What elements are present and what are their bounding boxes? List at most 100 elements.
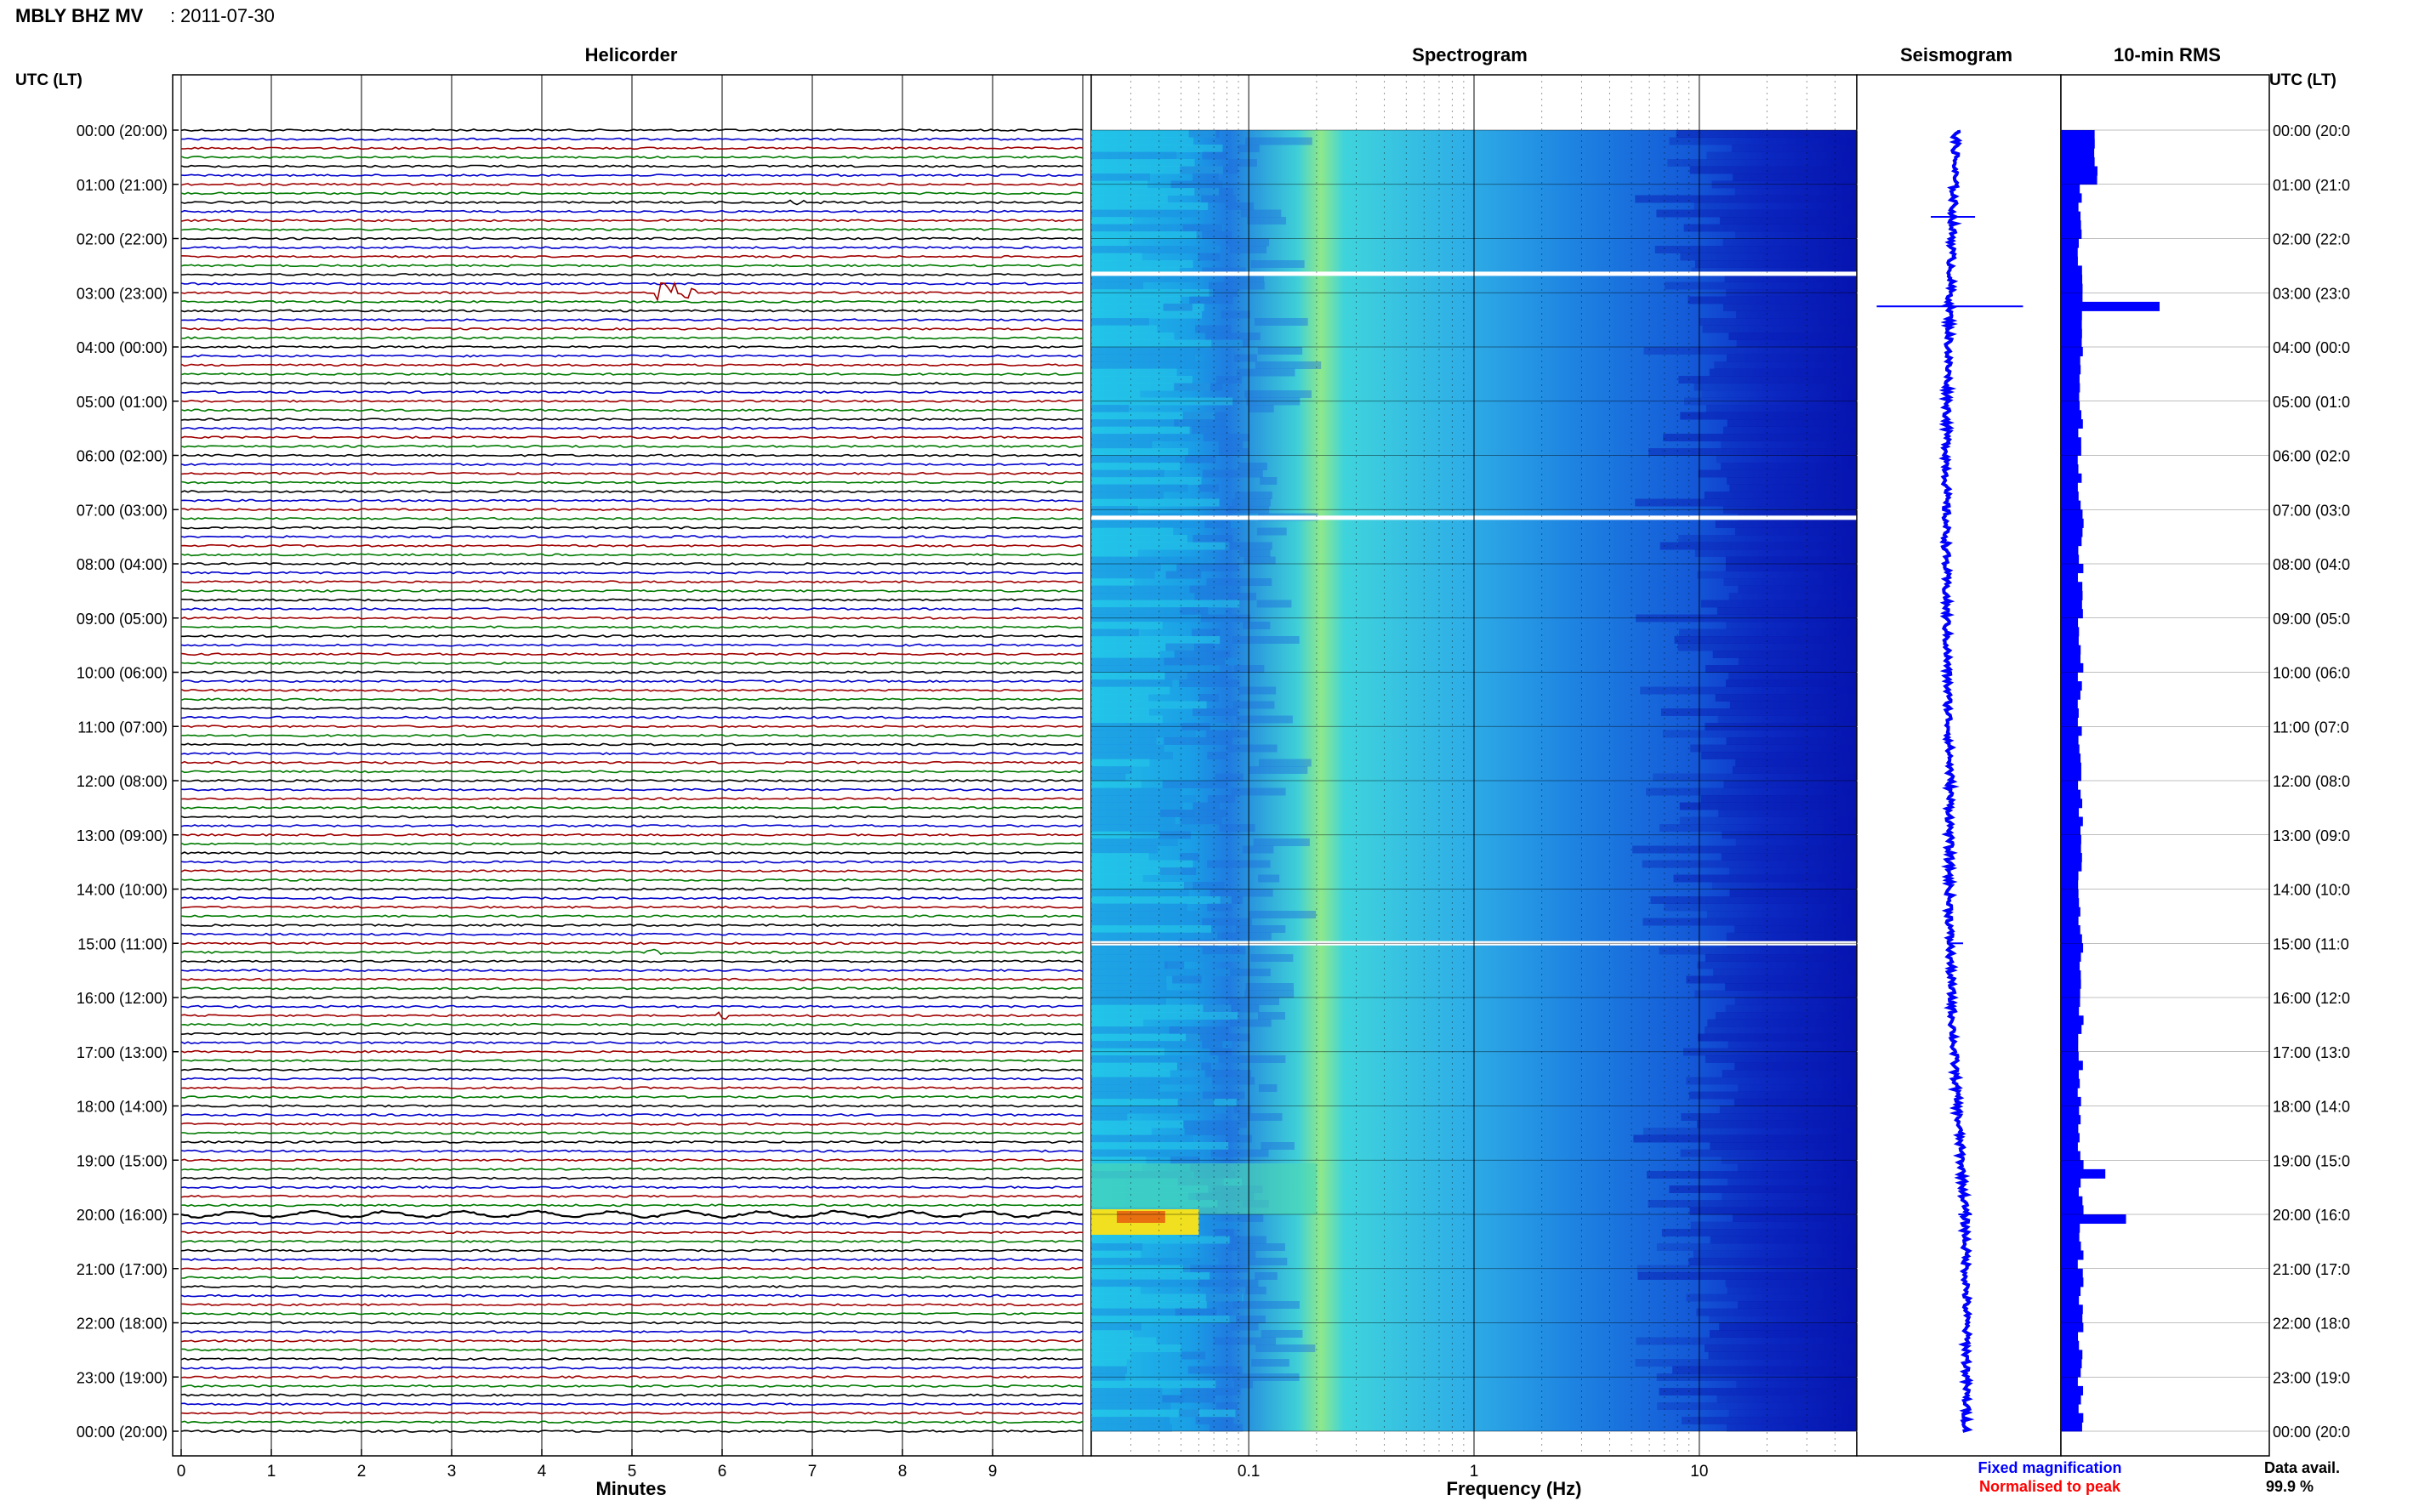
helicorder-trace (180, 707, 1084, 710)
time-label-left: 10:00 (06:00) (77, 665, 168, 682)
rms-bar (2061, 1259, 2078, 1270)
rms-bar (2061, 401, 2080, 411)
spectrogram-event-halo (1091, 1163, 1317, 1214)
spectrogram-band (1248, 405, 1274, 412)
spectrogram-band (1727, 1287, 1857, 1294)
spectrogram-band (1244, 390, 1312, 398)
helicorder-tick-label: 6 (718, 1463, 727, 1481)
rms-bar (2061, 609, 2083, 619)
spectrogram-band (1710, 1142, 1857, 1150)
rms-bar (2061, 338, 2082, 348)
helicorder-trace (180, 372, 1084, 376)
spectrogram-band (1648, 1200, 1857, 1208)
helicorder-tick-label: 5 (628, 1463, 637, 1481)
spectrogram-band (1091, 1026, 1180, 1034)
spectrogram-band (1091, 810, 1195, 817)
time-label-right: 12:00 (08:0 (2273, 773, 2350, 790)
spectrogram-band (1221, 310, 1250, 319)
spectrogram-band (1091, 477, 1202, 485)
rms-bar (2061, 799, 2083, 809)
spectrogram-band (1091, 1062, 1202, 1071)
spectrogram-band (1689, 1207, 1857, 1215)
spectrogram-band (1091, 498, 1220, 507)
spectrogram-band (1091, 665, 1220, 673)
spectrogram-band (1091, 657, 1239, 666)
time-label-right: 03:00 (23:0 (2273, 285, 2350, 302)
helicorder-trace (180, 588, 1084, 593)
spectrogram-band (1198, 694, 1219, 702)
spectrogram-band (1738, 1084, 1857, 1092)
time-label-left: 22:00 (18:00) (77, 1316, 168, 1333)
rms-bar (2061, 211, 2081, 221)
rms-bar (2061, 328, 2082, 338)
spectrogram-band (1237, 1250, 1256, 1259)
helicorder-trace (180, 770, 1084, 774)
spectrogram-band (1255, 361, 1322, 369)
rms-bar (2061, 383, 2080, 393)
rms-bar (2061, 699, 2078, 709)
spectrogram-band (1091, 1134, 1193, 1143)
helicorder-trace (180, 733, 1084, 737)
spectrogram-band (1640, 686, 1857, 695)
spectrogram-band (1729, 484, 1857, 492)
spectrogram-band (1091, 1113, 1128, 1121)
spectrogram-band (1091, 209, 1199, 218)
spectrogram-band (1700, 795, 1857, 803)
spectrogram-band (1718, 810, 1857, 817)
spectrogram-band (1678, 628, 1857, 637)
spectrogram-band (1091, 672, 1187, 680)
spectrogram-band (1728, 593, 1857, 600)
rms-bar (2061, 1123, 2079, 1134)
helicorder-trace (180, 318, 1084, 322)
spectrogram-band (1725, 983, 1857, 991)
spectrogram-band (1257, 1012, 1285, 1020)
spectrogram-band (1187, 1366, 1243, 1374)
spectrogram-band (1664, 281, 1857, 290)
spectrogram-band (1209, 1424, 1244, 1432)
spectrogram-band (1179, 679, 1240, 687)
spectrogram-band (1711, 882, 1857, 890)
rms-bar (2061, 1223, 2080, 1233)
spectrogram-band (1688, 1258, 1857, 1265)
helicorder-trace (180, 725, 1084, 729)
spectrogram-band (1705, 665, 1857, 673)
spectrogram-band (1689, 166, 1857, 174)
spectrogram-band (1701, 752, 1857, 759)
rms-bar (2061, 871, 2079, 881)
spectrogram-band (1232, 1301, 1300, 1309)
spectrogram-band (1705, 1026, 1857, 1034)
spectrogram-band (1091, 195, 1168, 203)
rms-bar (2061, 437, 2081, 447)
rms-bar (2061, 762, 2081, 772)
spectrogram-band (1225, 202, 1254, 210)
spectrogram-band (1091, 795, 1197, 803)
rms-bar (2061, 1151, 2080, 1161)
spectrogram-band (1697, 571, 1857, 579)
rms-bar (2061, 1096, 2081, 1106)
time-label-right: 17:00 (13:0 (2273, 1044, 2350, 1061)
spectrogram-band (1232, 498, 1271, 507)
spectrogram-band (1637, 1272, 1857, 1280)
spectrogram-band (1091, 787, 1182, 796)
rms-bar (2061, 1051, 2079, 1061)
rms-bar (2061, 1332, 2079, 1342)
spectrogram-band (1091, 571, 1155, 579)
spectrogram-band (1231, 787, 1286, 796)
spectrogram-band (1680, 1149, 1857, 1157)
spectrogram-band (1091, 1091, 1214, 1100)
spectrogram-band (1203, 1004, 1260, 1013)
rms-bar (2061, 355, 2080, 366)
spectrogram-band (1729, 701, 1857, 709)
spectrogram-band (1192, 628, 1221, 637)
spectrogram-band (1091, 781, 1141, 788)
spectrogram-band (1727, 1178, 1857, 1186)
helicorder-trace (180, 471, 1084, 475)
spectrogram-band (1679, 802, 1857, 810)
time-label-right: 00:00 (20:0 (2273, 122, 2350, 139)
spectrogram-band (1192, 802, 1220, 810)
spectrogram-panel: 0.1 1 10 (1090, 74, 1858, 1481)
spectrogram-band (1725, 564, 1857, 571)
time-label-right: 07:00 (03:0 (2273, 502, 2350, 519)
helicorder-trace (180, 390, 1084, 395)
helicorder-trace (180, 969, 1084, 973)
